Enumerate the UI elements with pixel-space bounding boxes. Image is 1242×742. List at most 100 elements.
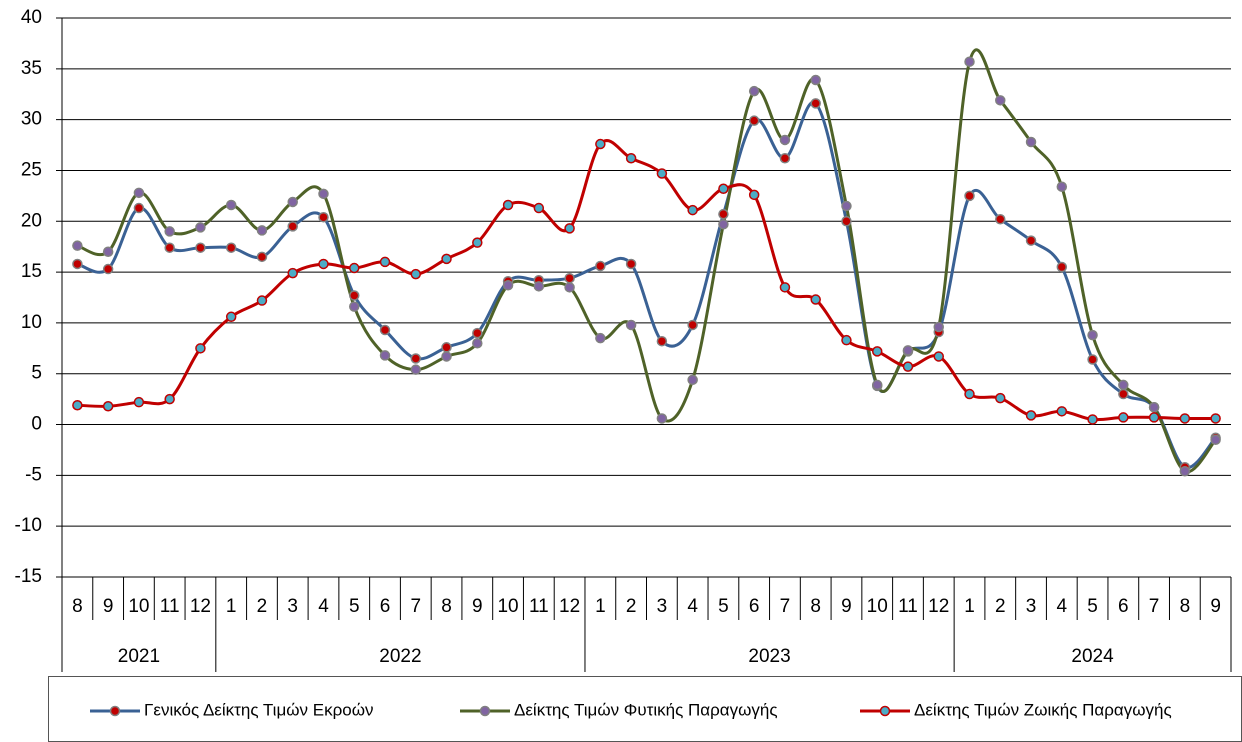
data-point xyxy=(625,153,637,164)
x-tick-label: 9 xyxy=(1210,596,1221,617)
data-point xyxy=(595,138,606,150)
x-tick-label: 4 xyxy=(1057,596,1068,617)
legend-label: Γενικός Δείκτης Τιμών Εκροών xyxy=(144,700,374,719)
data-point xyxy=(656,413,668,424)
x-tick-label: 11 xyxy=(529,596,549,617)
data-point xyxy=(256,225,268,236)
data-point xyxy=(1210,413,1221,424)
x-tick-label: 7 xyxy=(410,596,421,617)
data-point xyxy=(625,258,637,270)
data-point xyxy=(1087,354,1098,365)
data-point xyxy=(133,187,145,199)
x-tick-label: 3 xyxy=(1026,596,1037,617)
data-point xyxy=(841,216,852,227)
legend-label: Δείκτης Τιμών Ζωικής Παραγωγής xyxy=(914,700,1172,719)
data-point xyxy=(687,319,698,331)
data-point xyxy=(472,237,483,248)
data-point xyxy=(533,281,545,292)
data-point xyxy=(164,393,175,405)
y-tick-label: 5 xyxy=(31,363,42,384)
x-tick-label: 9 xyxy=(103,596,114,617)
data-point xyxy=(995,392,1006,404)
data-point xyxy=(164,226,175,237)
x-tick-label: 7 xyxy=(780,596,791,617)
data-point xyxy=(410,353,422,364)
y-tick-label: -5 xyxy=(25,464,42,485)
legend-marker xyxy=(109,705,121,717)
data-point xyxy=(133,396,145,408)
data-point xyxy=(410,364,422,375)
data-point xyxy=(625,319,637,331)
x-tick-label: 3 xyxy=(287,596,298,617)
data-point xyxy=(564,223,575,234)
x-tick-label: 1 xyxy=(964,596,975,617)
data-point xyxy=(810,294,821,305)
data-point xyxy=(379,324,391,336)
data-point xyxy=(1087,329,1098,341)
data-point xyxy=(164,242,175,253)
data-point xyxy=(102,263,114,275)
y-tick-label: 25 xyxy=(21,159,42,180)
x-tick-label: 6 xyxy=(1118,596,1129,617)
x-tick-label: 6 xyxy=(380,596,391,617)
data-point xyxy=(1025,410,1037,421)
data-point xyxy=(1025,136,1037,148)
x-tick-label: 6 xyxy=(749,596,760,617)
data-point xyxy=(318,211,329,223)
data-point xyxy=(1148,412,1160,423)
y-tick-label: 35 xyxy=(21,58,42,79)
x-group-label: 2021 xyxy=(118,646,160,667)
data-point xyxy=(287,221,298,232)
data-point xyxy=(964,190,975,202)
data-point xyxy=(1118,412,1129,423)
data-point xyxy=(472,337,483,349)
data-point xyxy=(195,242,206,253)
data-point xyxy=(933,351,944,362)
y-tick-label: -10 xyxy=(15,515,42,536)
x-tick-label: 4 xyxy=(318,596,329,617)
data-point xyxy=(1025,235,1037,246)
data-point xyxy=(718,219,729,230)
x-tick-label: 11 xyxy=(898,596,918,617)
data-point xyxy=(871,346,883,357)
series-line xyxy=(76,100,1217,470)
x-tick-label: 12 xyxy=(190,596,211,617)
x-tick-label: 2 xyxy=(257,596,268,617)
data-point xyxy=(656,168,668,179)
series-line xyxy=(77,139,1216,422)
data-point xyxy=(1056,261,1068,273)
data-point xyxy=(441,253,452,265)
data-point xyxy=(410,268,422,280)
y-tick-label: 0 xyxy=(31,414,42,435)
data-point xyxy=(779,282,791,293)
x-tick-label: 2 xyxy=(626,596,637,617)
x-tick-label: 9 xyxy=(472,596,483,617)
series-line xyxy=(76,48,1217,474)
data-point xyxy=(841,200,852,212)
x-tick-label: 10 xyxy=(867,596,888,617)
x-tick-label: 2 xyxy=(995,596,1006,617)
data-point xyxy=(225,311,237,323)
data-point xyxy=(195,222,206,233)
data-point xyxy=(1056,181,1068,192)
data-point xyxy=(656,335,668,347)
data-point xyxy=(564,282,575,293)
data-point xyxy=(871,379,883,391)
data-point xyxy=(195,343,206,354)
data-point xyxy=(595,260,606,272)
data-point xyxy=(933,321,944,333)
data-point xyxy=(441,351,452,362)
legend-marker xyxy=(879,705,891,717)
data-point xyxy=(779,153,791,164)
data-point xyxy=(256,295,268,306)
data-point xyxy=(595,332,606,344)
x-group-label: 2024 xyxy=(1071,646,1114,667)
y-tick-label: 20 xyxy=(21,210,42,231)
data-point xyxy=(102,401,114,412)
data-point xyxy=(718,208,729,220)
data-point xyxy=(841,334,852,346)
x-tick-label: 8 xyxy=(1180,596,1191,617)
y-tick-label: 30 xyxy=(21,109,42,130)
data-point xyxy=(441,342,452,353)
